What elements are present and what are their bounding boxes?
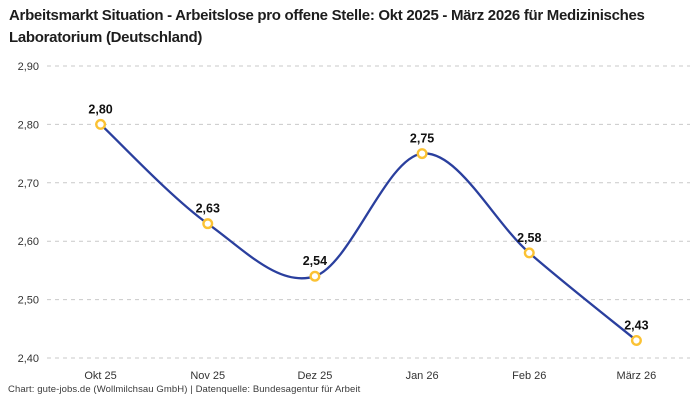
data-point-label: 2,63 — [196, 202, 220, 216]
data-point-marker — [630, 334, 642, 346]
data-point-marker — [416, 148, 428, 160]
y-axis-tick-label: 2,60 — [18, 236, 39, 248]
data-point-marker — [523, 247, 535, 259]
x-axis-tick-label: Nov 25 — [190, 370, 225, 382]
y-axis-tick-label: 2,90 — [18, 61, 39, 73]
data-point-label: 2,75 — [410, 132, 434, 146]
y-axis-tick-label: 2,80 — [18, 119, 39, 131]
x-axis-tick-label: Feb 26 — [512, 370, 546, 382]
chart-source-caption: Chart: gute-jobs.de (Wollmilchsau GmbH) … — [8, 384, 361, 395]
data-point-label: 2,43 — [624, 318, 648, 332]
x-axis-tick-label: März 26 — [617, 370, 657, 382]
x-axis-tick-label: Okt 25 — [84, 370, 116, 382]
data-point-marker — [309, 270, 321, 282]
y-axis-tick-label: 2,50 — [18, 295, 39, 307]
y-axis-tick-label: 2,40 — [18, 353, 39, 365]
x-axis-tick-label: Dez 25 — [297, 370, 332, 382]
data-point-marker — [202, 218, 214, 230]
data-point-marker — [95, 118, 107, 130]
data-point-label: 2,54 — [303, 254, 327, 268]
series-line — [99, 123, 638, 342]
y-axis-tick-label: 2,70 — [18, 178, 39, 190]
chart-title: Arbeitsmarkt Situation - Arbeitslose pro… — [9, 7, 645, 46]
data-point-label: 2,80 — [88, 102, 112, 116]
x-axis-tick-label: Jan 26 — [406, 370, 439, 382]
data-point-label: 2,58 — [517, 231, 541, 245]
